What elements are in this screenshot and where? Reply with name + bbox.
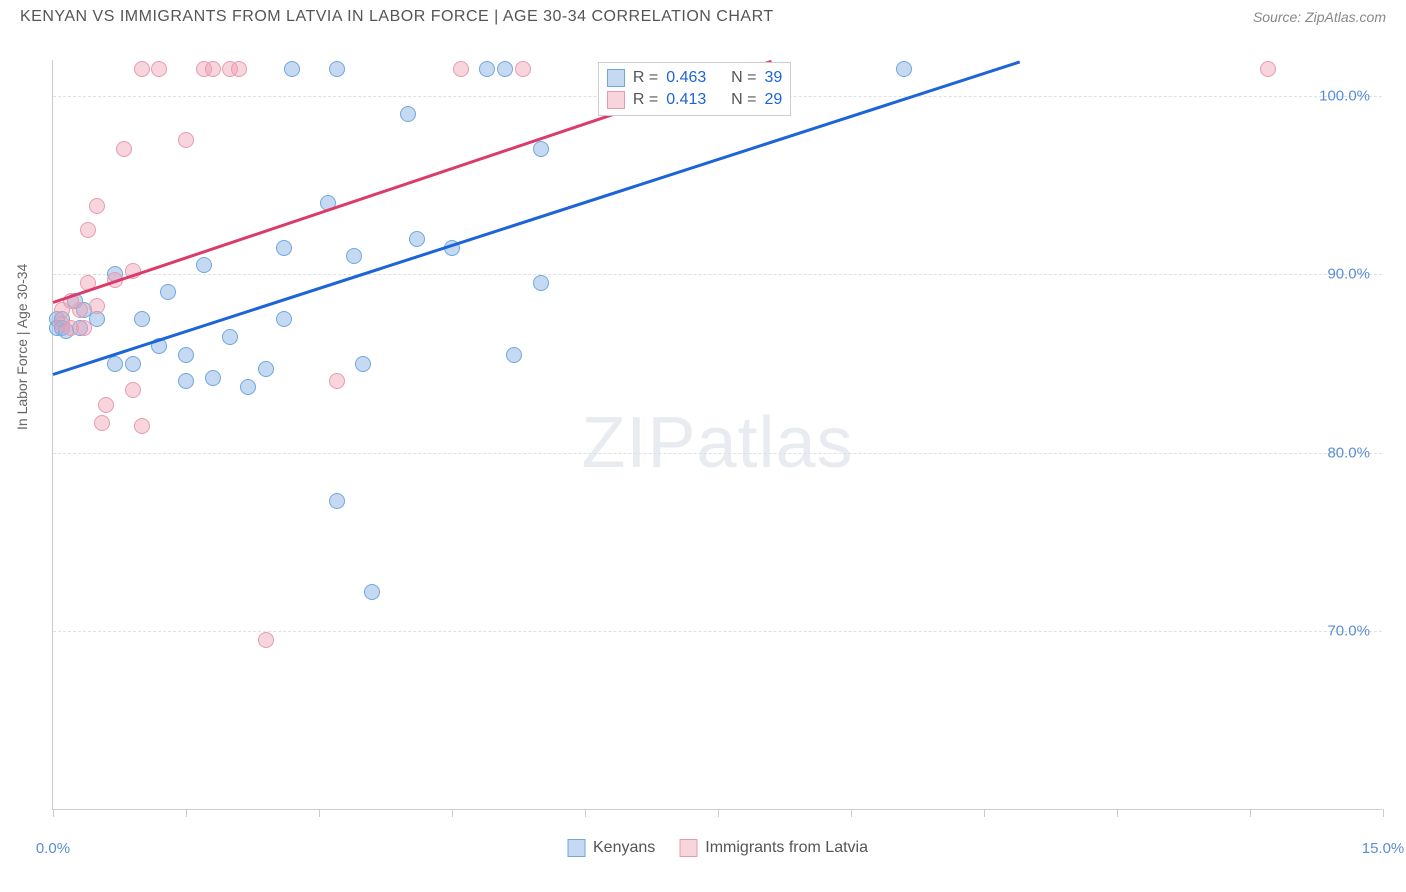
trendline [53, 60, 1020, 375]
scatter-point [276, 240, 292, 256]
legend-swatch [607, 91, 625, 109]
x-tick [1117, 809, 1118, 817]
scatter-point [134, 61, 150, 77]
scatter-point [125, 356, 141, 372]
n-value: 29 [765, 91, 783, 109]
scatter-point [80, 222, 96, 238]
scatter-point [196, 257, 212, 273]
scatter-point [533, 141, 549, 157]
scatter-point [94, 415, 110, 431]
scatter-point [533, 275, 549, 291]
scatter-chart: ZIPatlas 70.0%80.0%90.0%100.0%0.0%15.0%R… [52, 60, 1382, 810]
legend-label: Kenyans [593, 839, 655, 857]
n-value: 39 [765, 69, 783, 87]
scatter-point [346, 248, 362, 264]
x-tick [319, 809, 320, 817]
scatter-point [72, 302, 88, 318]
scatter-point [276, 311, 292, 327]
scatter-point [240, 379, 256, 395]
scatter-point [400, 106, 416, 122]
scatter-point [355, 356, 371, 372]
scatter-point [151, 61, 167, 77]
x-tick [851, 809, 852, 817]
y-tick-label: 90.0% [1327, 266, 1370, 283]
scatter-point [364, 584, 380, 600]
scatter-point [178, 347, 194, 363]
scatter-point [497, 61, 513, 77]
scatter-point [515, 61, 531, 77]
x-tick [452, 809, 453, 817]
n-label: N = [731, 91, 756, 109]
x-tick-label: 0.0% [36, 840, 70, 857]
y-axis-label: In Labor Force | Age 30-34 [14, 264, 30, 430]
scatter-point [284, 61, 300, 77]
scatter-point [178, 373, 194, 389]
gridline-h [53, 274, 1382, 275]
watermark: ZIPatlas [581, 402, 853, 484]
r-label: R = [633, 91, 658, 109]
scatter-point [329, 373, 345, 389]
x-tick [53, 809, 54, 817]
legend-swatch [607, 69, 625, 87]
scatter-point [329, 61, 345, 77]
legend-label: Immigrants from Latvia [705, 839, 868, 857]
gridline-h [53, 453, 1382, 454]
scatter-point [116, 141, 132, 157]
scatter-point [134, 311, 150, 327]
scatter-point [98, 397, 114, 413]
legend-item: Kenyans [567, 839, 655, 857]
y-tick-label: 80.0% [1327, 444, 1370, 461]
scatter-point [409, 231, 425, 247]
scatter-point [258, 361, 274, 377]
y-tick-label: 100.0% [1319, 87, 1370, 104]
scatter-point [453, 61, 469, 77]
scatter-point [205, 370, 221, 386]
scatter-point [258, 632, 274, 648]
r-value: 0.413 [666, 91, 706, 109]
series-legend: Kenyans Immigrants from Latvia [567, 839, 868, 857]
scatter-point [896, 61, 912, 77]
x-tick-label: 15.0% [1362, 840, 1405, 857]
scatter-point [76, 320, 92, 336]
r-value: 0.463 [666, 69, 706, 87]
scatter-point [205, 61, 221, 77]
x-tick [585, 809, 586, 817]
scatter-point [125, 382, 141, 398]
legend-row: R = 0.413 N = 29 [607, 89, 782, 111]
scatter-point [107, 356, 123, 372]
correlation-legend: R = 0.463 N = 39 R = 0.413 N = 29 [598, 62, 791, 116]
scatter-point [134, 418, 150, 434]
y-tick-label: 70.0% [1327, 623, 1370, 640]
scatter-point [160, 284, 176, 300]
scatter-point [479, 61, 495, 77]
scatter-point [329, 493, 345, 509]
x-tick [984, 809, 985, 817]
scatter-point [1260, 61, 1276, 77]
scatter-point [89, 298, 105, 314]
scatter-point [506, 347, 522, 363]
scatter-point [231, 61, 247, 77]
chart-title: KENYAN VS IMMIGRANTS FROM LATVIA IN LABO… [20, 8, 774, 26]
scatter-point [222, 329, 238, 345]
legend-row: R = 0.463 N = 39 [607, 67, 782, 89]
r-label: R = [633, 69, 658, 87]
legend-item: Immigrants from Latvia [679, 839, 868, 857]
legend-swatch [679, 839, 697, 857]
x-tick [1383, 809, 1384, 817]
gridline-h [53, 631, 1382, 632]
x-tick [186, 809, 187, 817]
title-bar: KENYAN VS IMMIGRANTS FROM LATVIA IN LABO… [0, 0, 1406, 38]
legend-swatch [567, 839, 585, 857]
x-tick [718, 809, 719, 817]
x-tick [1250, 809, 1251, 817]
n-label: N = [731, 69, 756, 87]
scatter-point [89, 198, 105, 214]
source-label: Source: ZipAtlas.com [1253, 9, 1386, 25]
scatter-point [178, 132, 194, 148]
